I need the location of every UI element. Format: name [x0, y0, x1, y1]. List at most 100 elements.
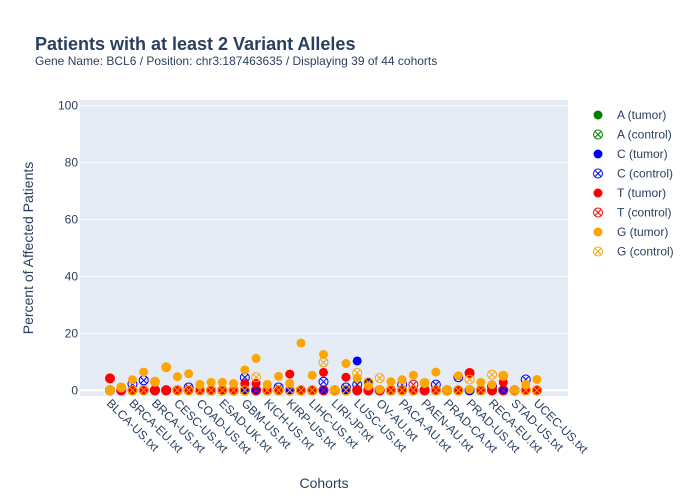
legend-marker-g-control[interactable]	[593, 246, 603, 257]
data-point-g-tumor[interactable]	[363, 381, 373, 391]
data-point-g-tumor[interactable]	[386, 377, 396, 387]
data-point-g-control[interactable]	[251, 372, 262, 383]
data-point-g-control[interactable]	[217, 385, 228, 396]
legend-item-c-control[interactable]: C (control)	[593, 167, 674, 181]
data-point-g-control[interactable]	[487, 369, 498, 380]
data-point-g-control[interactable]	[385, 385, 396, 396]
data-point-g-tumor[interactable]	[487, 380, 497, 390]
data-point-t-control[interactable]	[161, 385, 172, 396]
data-point-g-control[interactable]	[419, 377, 430, 388]
data-point-g-tumor[interactable]	[285, 378, 295, 388]
data-point-t-tumor[interactable]	[217, 384, 227, 394]
data-point-g-tumor[interactable]	[352, 373, 362, 383]
data-point-t-tumor[interactable]	[319, 367, 328, 377]
data-point-g-tumor[interactable]	[274, 371, 284, 381]
data-point-g-tumor[interactable]	[229, 378, 239, 388]
legend-marker-a-tumor[interactable]	[593, 110, 603, 120]
legend-item-a-control[interactable]: A (control)	[593, 128, 672, 142]
data-point-g-tumor[interactable]	[431, 367, 441, 377]
data-point-g-tumor[interactable]	[251, 353, 261, 363]
data-point-g-tumor[interactable]	[375, 384, 385, 394]
data-point-g-control[interactable]	[352, 367, 363, 378]
legend-item-t-control[interactable]: T (control)	[593, 206, 672, 220]
data-point-g-control[interactable]	[206, 385, 217, 396]
data-point-g-tumor[interactable]	[510, 384, 520, 394]
data-point-g-control[interactable]	[183, 385, 194, 396]
legend-marker-t-tumor[interactable]	[593, 188, 603, 198]
data-point-g-tumor[interactable]	[330, 384, 340, 394]
data-point-g-control[interactable]	[397, 385, 408, 396]
data-point-g-control[interactable]	[430, 385, 441, 396]
data-point-g-tumor[interactable]	[217, 377, 227, 387]
data-point-g-tumor[interactable]	[408, 370, 418, 380]
data-point-g-control[interactable]	[239, 385, 250, 396]
data-point-g-tumor[interactable]	[319, 349, 328, 359]
data-point-g-tumor[interactable]	[465, 384, 475, 394]
data-point-g-control[interactable]	[464, 374, 475, 385]
data-point-g-control[interactable]	[172, 385, 183, 396]
legend-marker-g-tumor[interactable]	[593, 227, 603, 237]
data-point-g-control[interactable]	[475, 385, 486, 396]
data-point-g-tumor[interactable]	[307, 370, 317, 380]
data-point-g-tumor[interactable]	[341, 359, 351, 369]
data-point-g-tumor[interactable]	[397, 375, 407, 385]
legend[interactable]: A (tumor) A (control) C (tumor) C (control)…	[593, 108, 674, 259]
legend-marker-t-control[interactable]	[593, 207, 603, 218]
data-point-t-control[interactable]	[352, 385, 363, 396]
data-point-g-control[interactable]	[273, 385, 284, 396]
data-point-g-tumor[interactable]	[296, 338, 306, 348]
legend-marker-a-control[interactable]	[593, 129, 603, 140]
data-point-g-tumor[interactable]	[127, 375, 137, 385]
data-point-g-control[interactable]	[138, 385, 149, 396]
data-point-g-control[interactable]	[532, 385, 542, 396]
legend-item-t-tumor[interactable]: T (tumor)	[593, 186, 667, 200]
data-point-g-tumor[interactable]	[476, 377, 486, 387]
data-point-g-control[interactable]	[296, 385, 307, 396]
data-point-t-tumor[interactable]	[341, 372, 351, 382]
data-point-g-control[interactable]	[161, 362, 172, 373]
data-point-g-tumor[interactable]	[139, 367, 149, 377]
legend-item-g-tumor[interactable]: G (tumor)	[593, 225, 669, 239]
data-point-g-control[interactable]	[498, 370, 509, 381]
data-point-g-control[interactable]	[329, 385, 340, 396]
legend-item-c-tumor[interactable]: C (tumor)	[593, 147, 668, 161]
data-point-g-control[interactable]	[520, 385, 531, 396]
data-point-t-control[interactable]	[105, 373, 115, 384]
data-point-t-control[interactable]	[408, 379, 419, 390]
data-point-g-control[interactable]	[127, 385, 138, 396]
data-point-c-tumor[interactable]	[352, 356, 362, 366]
data-point-g-control[interactable]	[408, 385, 419, 396]
data-point-t-tumor[interactable]	[139, 384, 149, 394]
data-point-g-tumor[interactable]	[240, 365, 250, 375]
data-point-g-control[interactable]	[228, 385, 239, 396]
data-point-g-control[interactable]	[318, 357, 329, 368]
data-point-g-control[interactable]	[509, 385, 520, 396]
data-point-g-tumor[interactable]	[453, 371, 463, 381]
data-point-t-tumor[interactable]	[285, 369, 295, 379]
legend-marker-c-control[interactable]	[593, 168, 603, 179]
data-point-t-control[interactable]	[498, 385, 509, 396]
data-point-t-control[interactable]	[318, 385, 329, 396]
data-point-g-control[interactable]	[442, 385, 453, 396]
data-point-g-control[interactable]	[262, 385, 273, 396]
data-point-g-tumor[interactable]	[442, 384, 452, 394]
data-point-g-control[interactable]	[149, 376, 160, 387]
data-point-g-tumor[interactable]	[172, 372, 182, 382]
legend-marker-c-tumor[interactable]	[593, 149, 603, 159]
data-point-g-tumor[interactable]	[206, 377, 216, 387]
data-point-g-control[interactable]	[284, 385, 295, 396]
data-point-t-control[interactable]	[251, 385, 262, 396]
data-point-g-control[interactable]	[374, 373, 385, 384]
data-point-c-control[interactable]	[340, 382, 351, 393]
data-point-g-control[interactable]	[194, 385, 205, 396]
legend-item-g-control[interactable]: G (control)	[593, 245, 674, 259]
data-point-g-tumor[interactable]	[532, 374, 542, 384]
data-point-g-control[interactable]	[307, 385, 318, 396]
data-point-g-control[interactable]	[116, 382, 127, 393]
data-point-g-control[interactable]	[453, 385, 464, 396]
legend-item-a-tumor[interactable]: A (tumor)	[593, 108, 667, 122]
data-point-g-control[interactable]	[105, 385, 115, 396]
data-point-g-control[interactable]	[363, 377, 374, 388]
data-point-g-tumor[interactable]	[184, 369, 194, 379]
data-point-g-control[interactable]	[340, 385, 351, 396]
